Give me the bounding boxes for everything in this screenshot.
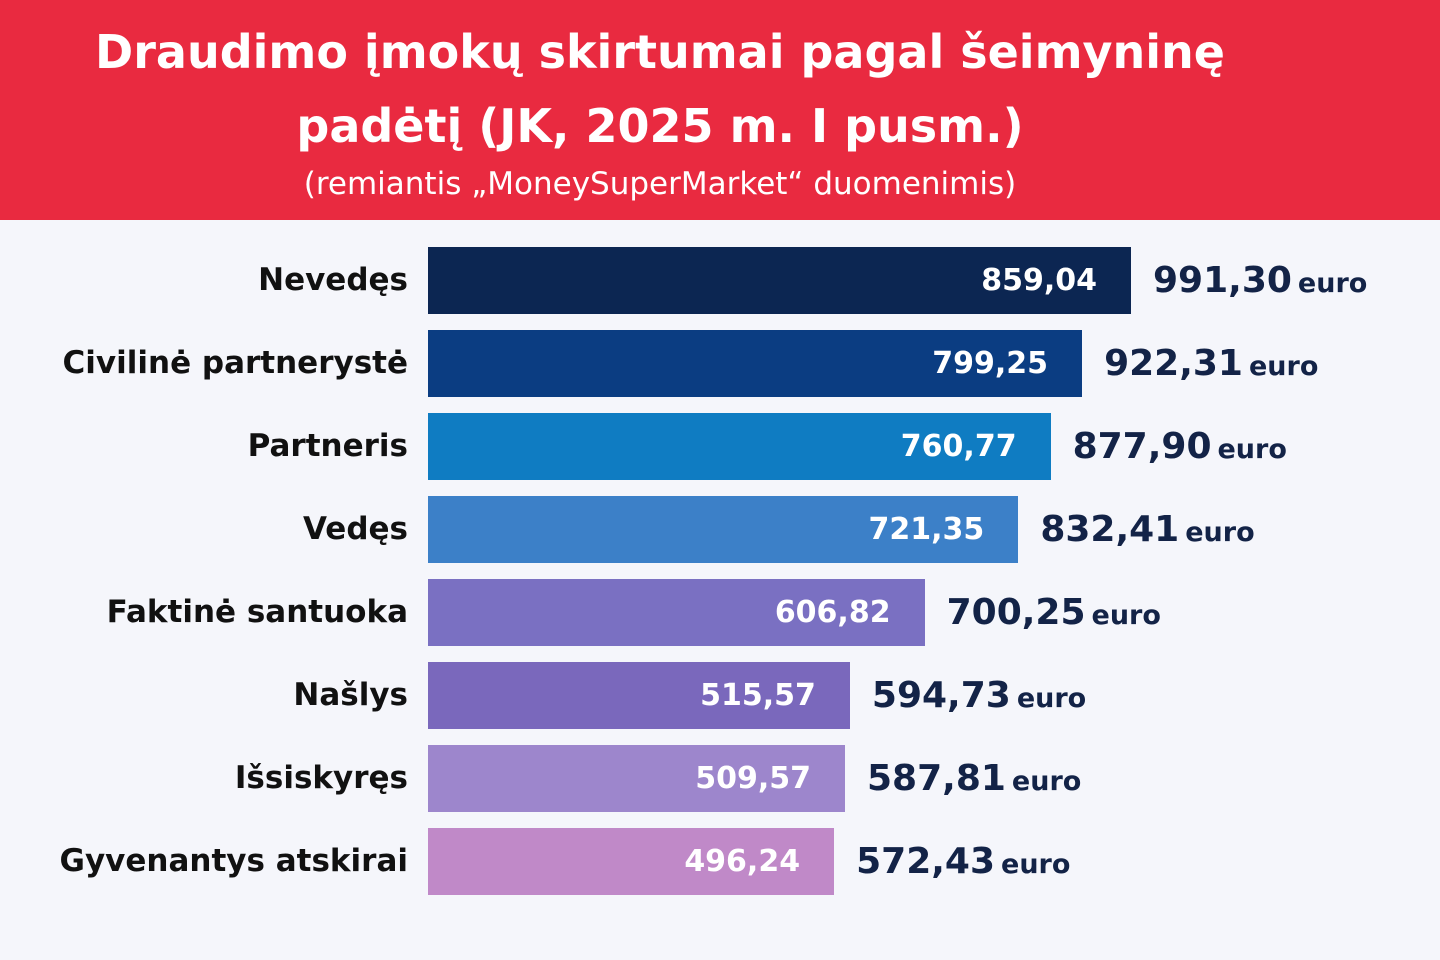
bar: 515,57 bbox=[428, 662, 850, 729]
total-value: 587,81 bbox=[867, 758, 1006, 799]
category-label: Gyvenantys atskirai bbox=[59, 843, 408, 879]
chart-title-line-1: Draudimo įmokų skirtumai pagal šeimyninę bbox=[95, 25, 1225, 79]
total-unit: euro bbox=[1011, 766, 1082, 797]
header-banner: Draudimo įmokų skirtumai pagal šeimyninę… bbox=[0, 0, 1440, 220]
total-label: 572,43 euro bbox=[856, 828, 1070, 901]
bar: 496,24 bbox=[428, 828, 835, 895]
total-value: 572,43 bbox=[856, 841, 996, 882]
total-label: 587,81 euro bbox=[867, 745, 1081, 818]
bar-value-label: 496,24 bbox=[684, 844, 801, 879]
category-label: Faktinė santuoka bbox=[106, 594, 408, 630]
category-label: Vedęs bbox=[303, 511, 408, 547]
bar-value-label: 606,82 bbox=[774, 595, 891, 630]
chart-subtitle: (remiantis „MoneySuperMarket“ duomenimis… bbox=[303, 166, 1017, 202]
total-value: 594,73 bbox=[871, 675, 1011, 716]
total-label: 991,30 euro bbox=[1153, 247, 1367, 320]
total-value: 991,30 bbox=[1153, 260, 1292, 301]
bar-value-label: 721,35 bbox=[868, 512, 985, 547]
total-value: 700,25 bbox=[946, 592, 1086, 633]
total-unit: euro bbox=[1016, 683, 1087, 714]
bar-value-label: 859,04 bbox=[981, 263, 1097, 298]
total-value: 922,31 bbox=[1104, 343, 1243, 384]
category-label: Nevedęs bbox=[258, 262, 408, 298]
bar: 721,35 bbox=[428, 496, 1019, 563]
total-unit: euro bbox=[1185, 517, 1255, 548]
category-label: Našlys bbox=[293, 677, 408, 713]
bar: 799,25 bbox=[428, 330, 1083, 397]
bar-value-label: 760,77 bbox=[900, 429, 1017, 464]
category-label: Civilinė partnerystė bbox=[62, 345, 408, 381]
category-label: Išsiskyręs bbox=[234, 760, 408, 796]
total-label: 700,25 euro bbox=[947, 579, 1161, 652]
bar-value-label: 515,57 bbox=[700, 678, 816, 713]
bar-value-label: 799,25 bbox=[932, 346, 1049, 381]
total-unit: euro bbox=[1248, 351, 1319, 382]
bar: 760,77 bbox=[428, 413, 1051, 480]
bar: 859,04 bbox=[428, 247, 1131, 314]
total-label: 832,41 euro bbox=[1040, 496, 1254, 569]
total-unit: euro bbox=[1297, 268, 1368, 299]
bar: 509,57 bbox=[428, 745, 845, 812]
chart-title-line-2: padėtį (JK, 2025 m. I pusm.) bbox=[296, 99, 1024, 153]
total-unit: euro bbox=[1217, 434, 1287, 465]
total-label: 922,31 euro bbox=[1104, 330, 1318, 403]
total-label: 594,73 euro bbox=[872, 662, 1086, 735]
bar-value-label: 509,57 bbox=[695, 761, 811, 796]
total-value: 877,90 bbox=[1072, 426, 1212, 467]
bar-chart: Nevedęs 859,04 991,30 euro Civilinė partnery… bbox=[0, 220, 1440, 960]
category-label: Partneris bbox=[247, 428, 408, 464]
bar: 606,82 bbox=[428, 579, 925, 646]
total-value: 832,41 bbox=[1040, 509, 1180, 550]
total-unit: euro bbox=[1001, 849, 1071, 880]
total-label: 877,90 euro bbox=[1073, 413, 1287, 486]
total-unit: euro bbox=[1091, 600, 1161, 631]
